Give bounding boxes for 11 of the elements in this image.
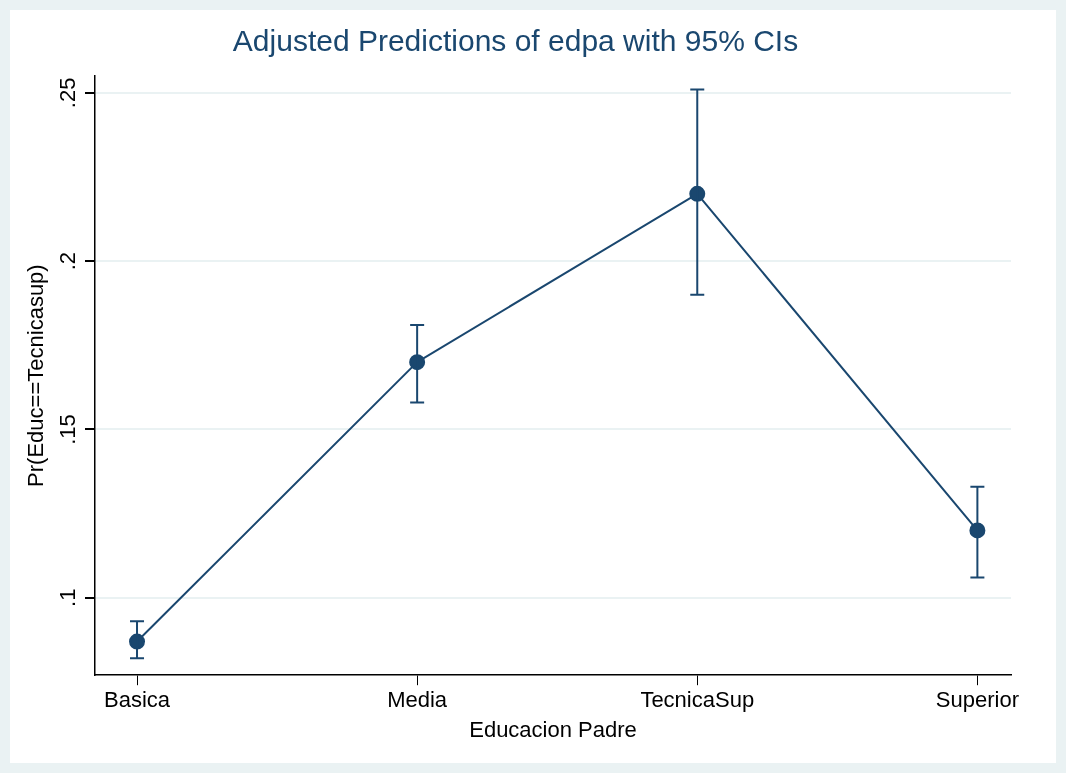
- x-tick-label: Media: [387, 687, 448, 713]
- x-tick-label: TecnicaSup: [640, 687, 755, 713]
- x-tick-label: Basica: [103, 687, 171, 713]
- x-axis-title: Educacion Padre: [469, 716, 637, 742]
- y-tick-label: .25: [55, 77, 81, 109]
- y-tick-label: .2: [55, 251, 81, 271]
- chart-title: Adjusted Predictions of edpa with 95% CIs: [232, 24, 799, 58]
- x-tick-label: Superior: [935, 687, 1019, 713]
- y-tick-label: .1: [55, 588, 81, 607]
- y-tick-label: .15: [55, 414, 81, 445]
- y-axis-title: Pr(Educ==Tecnicasup): [23, 264, 49, 487]
